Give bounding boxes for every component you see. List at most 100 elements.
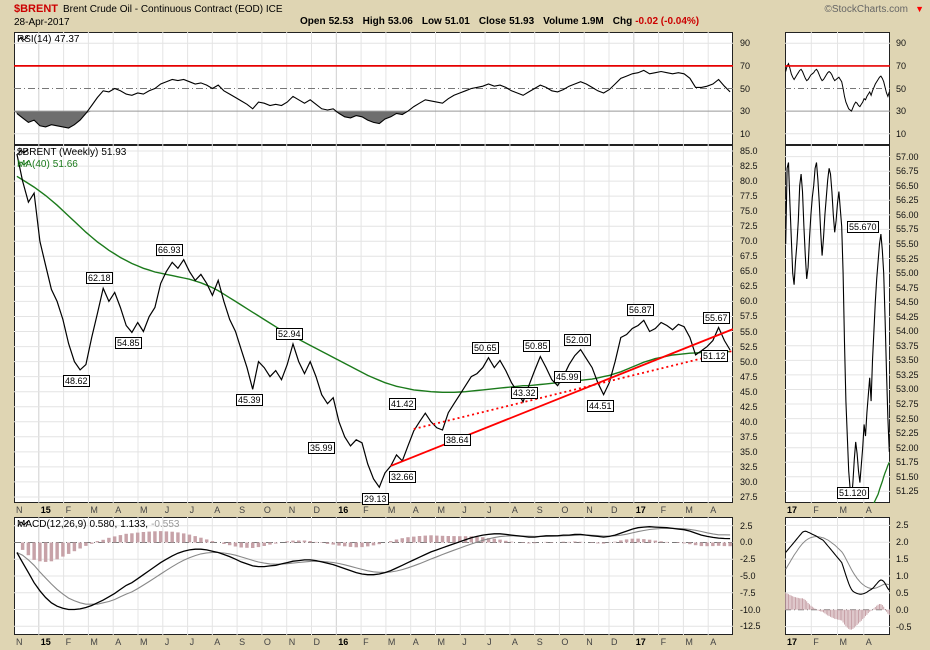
close-quote: Close 51.93 xyxy=(479,16,534,27)
horizontal-gridlines xyxy=(14,42,733,135)
y-axis-tick: 51.50 xyxy=(896,472,919,482)
x-axis-label: M xyxy=(90,637,98,647)
high-label: High xyxy=(362,16,385,27)
y-axis-tick: 51.75 xyxy=(896,457,919,467)
y-axis-tick: 53.00 xyxy=(896,384,919,394)
y-axis-tick: 56.25 xyxy=(896,195,919,205)
x-axis-label: D xyxy=(313,505,321,515)
ma-legend-label: MA(40) xyxy=(17,159,50,170)
x-axis-label: F xyxy=(813,505,819,515)
rsi-weekly-panel: RSI(14) 47.37 xyxy=(14,32,733,145)
y-axis-tick: -10.0 xyxy=(740,605,761,615)
macd-signal-value: 1.133, xyxy=(120,519,149,530)
horizontal-gridlines xyxy=(14,525,733,627)
y-axis-tick: 72.5 xyxy=(740,221,758,231)
y-axis-tick: 85.0 xyxy=(740,146,758,156)
x-axis-label: 15 xyxy=(40,505,51,515)
x-axis-label: O xyxy=(263,505,271,515)
x-axis-label: D xyxy=(611,505,618,515)
x-axis-label: J xyxy=(487,505,492,515)
y-axis-tick: 0.0 xyxy=(896,605,909,615)
macd-legend: MACD(12,26,9) 0.580, 1.133, -0.553 xyxy=(17,519,179,530)
y-axis-tick: 80.0 xyxy=(740,176,758,186)
x-axis-label: S xyxy=(536,505,543,515)
rsi-line-daily xyxy=(785,62,890,112)
y-axis-tick: 37.5 xyxy=(740,432,758,442)
x-axis-label: M xyxy=(685,505,693,515)
y-axis-tick: 52.25 xyxy=(896,428,919,438)
macd-weekly-panel: MACD(12,26,9) 0.580, 1.133, -0.553 xyxy=(14,517,733,635)
x-axis-label: 17 xyxy=(787,505,798,515)
low-label: Low xyxy=(421,16,442,27)
ma-line-daily xyxy=(873,462,890,503)
price-legend-value: 51.93 xyxy=(101,147,127,158)
x-axis-label: 15 xyxy=(40,637,51,647)
y-axis-tick: 50 xyxy=(740,84,751,94)
x-axis-label: A xyxy=(511,637,518,647)
x-axis-label: O xyxy=(561,637,569,647)
chg-label: Chg xyxy=(612,16,633,27)
y-axis-tick: 54.75 xyxy=(896,283,919,293)
close-value: 51.93 xyxy=(509,16,535,27)
rsi-oversold-fill xyxy=(14,111,733,128)
high-value: 53.06 xyxy=(387,16,413,27)
x-axis-label: J xyxy=(487,637,492,647)
y-axis-tick: 30.0 xyxy=(740,477,758,487)
macd-line xyxy=(16,526,731,611)
x-axis-label: A xyxy=(511,505,518,515)
x-axis-label: A xyxy=(214,505,221,515)
line-sample-icon xyxy=(17,520,29,527)
macd-daily-panel xyxy=(785,517,890,635)
x-axis-label: 17 xyxy=(635,637,646,647)
y-axis-tick: 54.00 xyxy=(896,326,919,336)
y-axis-tick: 52.50 xyxy=(896,414,919,424)
price-daily-y-axis: 57.00 56.75 56.50 56.25 56.00 55.75 55.50 55.25… xyxy=(893,145,927,503)
price-legend-label: $BRENT (Weekly) xyxy=(17,147,99,158)
low-value: 51.01 xyxy=(444,16,470,27)
price-weekly-chart xyxy=(14,145,733,503)
x-axis-label: M xyxy=(437,505,446,515)
x-axis-label: M xyxy=(387,505,396,515)
ticker-symbol: $BRENT xyxy=(14,3,59,15)
y-axis-tick: -12.5 xyxy=(740,621,761,631)
y-axis-tick: 32.5 xyxy=(740,462,758,472)
x-axis-label: 17 xyxy=(787,637,798,647)
y-axis-tick: 35.0 xyxy=(740,447,758,457)
horizontal-gridlines xyxy=(14,150,733,498)
volume-quote: Volume 1.9M xyxy=(543,16,604,27)
price-weekly-panel: 48.62 62.18 54.85 66.93 45.39 52.94 35.99 29.13… xyxy=(14,145,733,505)
horizontal-gridlines xyxy=(785,524,890,628)
y-axis-tick: 62.5 xyxy=(740,281,758,291)
y-axis-tick: 77.5 xyxy=(740,191,758,201)
x-axis-label: N xyxy=(16,505,23,515)
y-axis-tick: 30 xyxy=(896,106,907,116)
y-axis-tick: 1.5 xyxy=(896,554,909,564)
y-axis-tick: 57.00 xyxy=(896,152,919,162)
x-axis-label: S xyxy=(239,505,246,515)
x-axis-labels-bottom: N 15 F M A M J J A S O N D 16 F M A M J J A S O N D 17 F M A xyxy=(14,637,733,649)
x-axis-label: A xyxy=(115,637,122,647)
x-axis-label: A xyxy=(115,505,122,515)
macd-legend-label: MACD(12,26,9) xyxy=(17,519,87,530)
horizontal-gridlines xyxy=(785,42,890,135)
close-label: Close xyxy=(478,16,507,27)
high-quote: High 53.06 xyxy=(363,16,413,27)
y-axis-tick: 30 xyxy=(740,106,751,116)
x-axis-label: N xyxy=(586,505,593,515)
x-axis-label: F xyxy=(660,637,667,647)
macd-histogram-daily xyxy=(785,592,890,630)
low-quote: Low 51.01 xyxy=(422,16,470,27)
x-axis-labels-mid: N 15 F M A M J J A S O N D 16 F M A M J J A S O N D 17 F M A xyxy=(14,505,733,517)
x-axis-label: J xyxy=(189,505,195,515)
dropdown-arrow-icon[interactable]: ▼ xyxy=(915,4,924,14)
x-axis-label: F xyxy=(65,505,72,515)
y-axis-tick: 75.0 xyxy=(740,206,758,216)
x-axis-label: D xyxy=(611,637,618,647)
price-legend: $BRENT (Weekly) 51.93 xyxy=(17,147,126,158)
y-axis-tick: -0.5 xyxy=(896,622,912,632)
y-axis-tick: 53.25 xyxy=(896,370,919,380)
y-axis-tick: 1.0 xyxy=(896,571,909,581)
y-axis-tick: 70 xyxy=(740,61,751,71)
x-axis-label: S xyxy=(239,637,246,647)
x-axis-label: 16 xyxy=(338,505,349,515)
